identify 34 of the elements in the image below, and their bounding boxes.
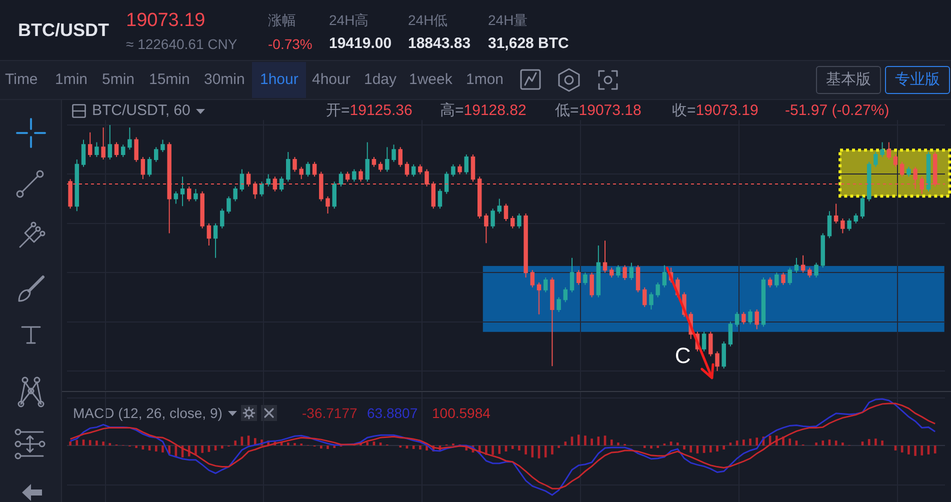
text: 基本版	[816, 66, 881, 94]
text: 30min	[204, 71, 245, 89]
text: 5min	[102, 71, 135, 89]
text: 19419.00	[329, 35, 392, 53]
text: 1mon	[466, 71, 504, 89]
chart-title: BTC/USDT, 60	[92, 102, 190, 120]
chart-title: MACD (12, 26, close, 9)	[73, 404, 222, 422]
text: 低=19073.18	[555, 102, 642, 119]
text: ≈ 122640.61 CNY	[126, 36, 238, 52]
annotation: 63.8807	[367, 404, 418, 422]
text: 24H高	[329, 12, 369, 28]
text: 1hour	[252, 62, 306, 98]
annotation: 100.5984	[432, 404, 490, 422]
text: 高=19128.82	[440, 102, 526, 119]
text: 15min	[149, 71, 190, 89]
text: 24H量	[488, 12, 528, 28]
text: 31,628 BTC	[488, 35, 569, 53]
text: 涨幅	[268, 12, 296, 28]
annotation: -36.7177	[302, 404, 358, 422]
text: 24H低	[408, 12, 448, 28]
text: 18843.83	[408, 35, 471, 53]
text: BTC/USDT	[18, 20, 109, 42]
text: 1week	[409, 71, 452, 89]
text: 19073.19	[126, 10, 206, 32]
annotation: C	[674, 342, 691, 370]
text: 收=19073.19	[672, 102, 758, 119]
text: 专业版	[885, 66, 950, 94]
text: 4hour	[312, 71, 350, 89]
text: 1min	[55, 71, 88, 89]
text: -0.73%	[268, 36, 312, 52]
text: 开=19125.36	[326, 102, 412, 119]
text: -51.97 (-0.27%)	[785, 102, 890, 120]
text: 1day	[364, 71, 397, 89]
text: Time	[5, 71, 38, 89]
